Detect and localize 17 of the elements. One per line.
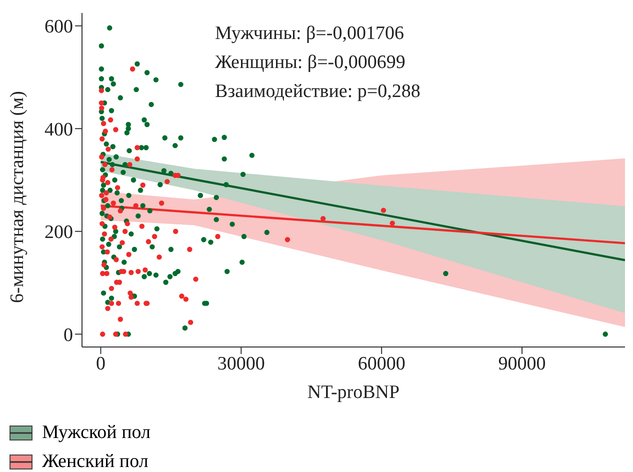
line-series [100, 204, 625, 244]
legend-label: Мужской пол [42, 422, 150, 444]
annotation: Женщины: β=-0,000699 [215, 52, 406, 74]
x-tick-label: 60000 [358, 353, 406, 374]
x-axis-title: NT-proBNP [306, 382, 401, 404]
x-tick-label: 0 [96, 353, 106, 374]
annotation: Мужчины: β=-0,001706 [215, 23, 404, 45]
annotation: Взаимодействие: p=0,288 [215, 81, 420, 103]
y-tick-label: 200 [44, 222, 73, 244]
x-tick-label: 90000 [498, 353, 546, 374]
y-tick-label: 600 [44, 16, 73, 38]
x-tick-label: 30000 [217, 353, 265, 374]
y-tick-label: 0 [64, 324, 73, 346]
line-series [100, 160, 625, 262]
y-axis-title: 6-минутная дистанция (м) [7, 90, 29, 305]
y-tick-label: 400 [44, 119, 73, 140]
legend-label: Женский пол [42, 450, 148, 472]
